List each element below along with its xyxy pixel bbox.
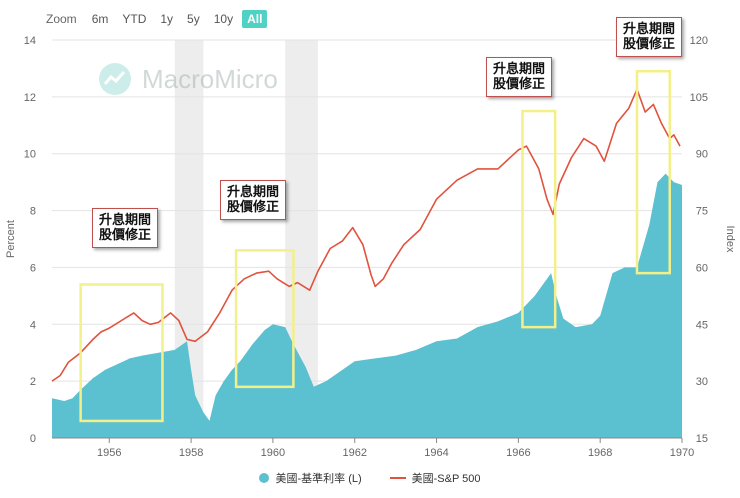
legend: 美國-基準利率 (L) 美國-S&P 500 <box>0 470 740 486</box>
legend-sp500-label: 美國-S&P 500 <box>411 473 481 485</box>
y-left-axis-label: Percent <box>5 220 17 258</box>
y-right-tick-label: 105 <box>690 92 708 104</box>
x-tick-label: 1968 <box>588 447 612 459</box>
x-tick-label: 1966 <box>506 447 530 459</box>
zoom-ytd-button[interactable]: YTD <box>122 12 147 26</box>
y-left-tick-label: 14 <box>24 35 36 47</box>
callout-1-line1: 升息期間 <box>99 213 152 228</box>
y-left-tick-label: 0 <box>30 433 36 445</box>
macromicro-logo-icon <box>99 63 131 95</box>
y-right-tick-label: 90 <box>696 149 708 161</box>
x-tick-label: 1958 <box>179 447 203 459</box>
callout-1-line2: 股價修正 <box>99 228 152 243</box>
y-right-tick-label: 30 <box>696 376 708 388</box>
rate-area-path <box>52 173 682 438</box>
legend-rate-label: 美國-基準利率 (L) <box>275 473 362 485</box>
y-left-tick-label: 8 <box>30 206 36 218</box>
zoom-bar: Zoom 6m YTD 1y 5y 10y All <box>46 10 271 28</box>
callout-4: 升息期間 股價修正 <box>616 17 683 57</box>
x-tick-label: 1960 <box>261 447 285 459</box>
callout-4-line1: 升息期間 <box>623 22 676 37</box>
y-left-tick-label: 2 <box>30 376 36 388</box>
y-right-tick-label: 75 <box>696 206 708 218</box>
callout-1: 升息期間 股價修正 <box>92 208 159 248</box>
y-left-tick-label: 10 <box>24 149 36 161</box>
legend-sp500-marker-icon <box>389 477 406 479</box>
y-right-tick-label: 45 <box>696 319 708 331</box>
x-tick-label: 1964 <box>424 447 448 459</box>
rate-area <box>52 173 682 438</box>
callout-4-line2: 股價修正 <box>623 37 676 52</box>
highlight-box-0 <box>79 283 164 423</box>
callout-2-line2: 股價修正 <box>227 200 280 215</box>
y-right-tick-label: 60 <box>696 262 708 274</box>
sp500-line-path <box>51 88 681 382</box>
zoom-1y-button[interactable]: 1y <box>160 12 174 26</box>
zoom-10y-button[interactable]: 10y <box>213 12 234 26</box>
callout-3: 升息期間 股價修正 <box>486 57 553 97</box>
y-right-axis-label: Index <box>724 226 736 253</box>
y-right-tick-label: 15 <box>696 433 708 445</box>
highlight-box-1 <box>234 249 295 389</box>
watermark: MacroMicro <box>98 62 278 96</box>
callout-2: 升息期間 股價修正 <box>220 180 287 220</box>
legend-item-sp500[interactable]: 美國-S&P 500 <box>389 470 481 486</box>
legend-item-rate[interactable]: 美國-基準利率 (L) <box>259 470 362 486</box>
zoom-6m-button[interactable]: 6m <box>91 12 109 26</box>
callout-3-line2: 股價修正 <box>493 77 546 92</box>
y-left-tick-label: 4 <box>30 319 36 331</box>
y-left-tick-label: 12 <box>24 92 36 104</box>
highlight-box-3 <box>635 70 671 275</box>
callout-3-line1: 升息期間 <box>493 62 546 77</box>
y-right-tick-label: 120 <box>690 35 708 47</box>
callout-2-line1: 升息期間 <box>227 185 280 200</box>
y-left-tick-label: 6 <box>30 262 36 274</box>
zoom-all-button[interactable]: All <box>242 10 268 28</box>
sp500-line <box>51 88 681 382</box>
watermark-text: MacroMicro <box>142 63 278 94</box>
zoom-5y-button[interactable]: 5y <box>187 12 200 26</box>
legend-rate-marker-icon <box>259 473 270 483</box>
zoom-label: Zoom <box>46 12 77 26</box>
x-tick-label: 1970 <box>670 447 694 459</box>
highlight-boxes <box>79 70 671 423</box>
x-tick-label: 1956 <box>97 447 121 459</box>
x-tick-label: 1962 <box>342 447 366 459</box>
highlight-box-2 <box>521 109 557 329</box>
axes: 0 2 4 6 8 10 12 14 15 30 45 60 75 90 105 120 1956 1958 196… <box>5 35 736 459</box>
